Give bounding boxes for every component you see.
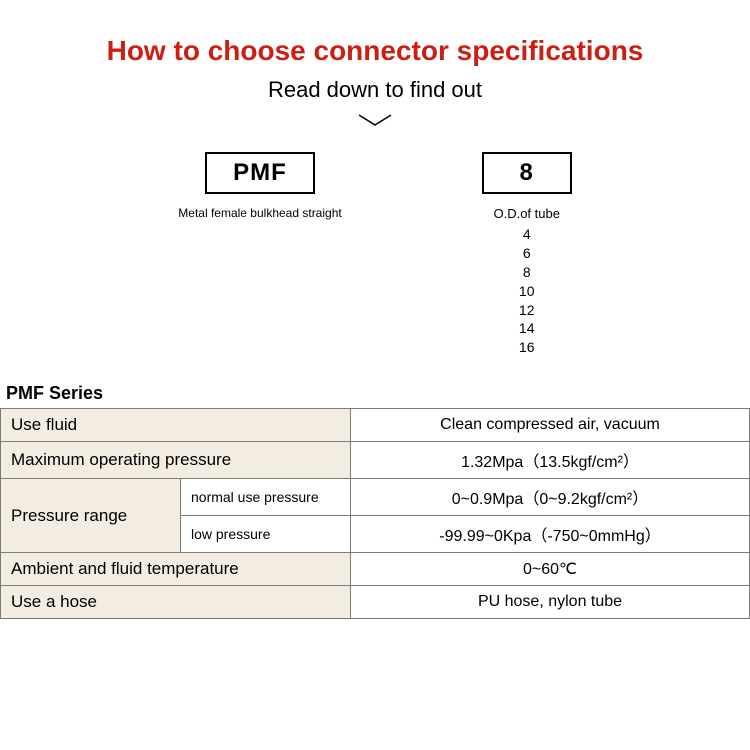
table-row: Maximum operating pressure 1.32Mpa（13.5k… bbox=[1, 442, 750, 479]
tube-size-item: 14 bbox=[519, 319, 535, 338]
value-low-pressure: -99.99~0Kpa（-750~0mmHg） bbox=[351, 516, 750, 553]
sublabel-low-pressure: low pressure bbox=[181, 516, 351, 553]
spec-table: Use fluid Clean compressed air, vacuum M… bbox=[0, 408, 750, 619]
label-max-pressure: Maximum operating pressure bbox=[1, 442, 351, 479]
tube-size-item: 10 bbox=[519, 282, 535, 301]
table-row: Pressure range normal use pressure 0~0.9… bbox=[1, 479, 750, 516]
label-pressure-range: Pressure range bbox=[1, 479, 181, 553]
tube-size-item: 8 bbox=[519, 263, 535, 282]
tube-size-item: 4 bbox=[519, 225, 535, 244]
value-temperature: 0~60℃ bbox=[351, 553, 750, 586]
table-row: Use fluid Clean compressed air, vacuum bbox=[1, 409, 750, 442]
tube-size-item: 12 bbox=[519, 301, 535, 320]
value-normal-pressure: 0~0.9Mpa（0~9.2kgf/cm²） bbox=[351, 479, 750, 516]
value-max-pressure: 1.32Mpa（13.5kgf/cm²） bbox=[351, 442, 750, 479]
page-title: How to choose connector specifications bbox=[0, 35, 750, 67]
code-caption-left: Metal female bulkhead straight bbox=[178, 206, 341, 220]
value-hose: PU hose, nylon tube bbox=[351, 586, 750, 619]
code-row: PMF Metal female bulkhead straight 8 O.D… bbox=[0, 152, 750, 357]
tube-size-item: 6 bbox=[519, 244, 535, 263]
chevron-wrap bbox=[0, 111, 750, 134]
sublabel-normal-pressure: normal use pressure bbox=[181, 479, 351, 516]
code-box-pmf: PMF bbox=[205, 152, 315, 194]
series-title: PMF Series bbox=[6, 383, 750, 404]
tube-size-list: 46810121416 bbox=[519, 225, 535, 357]
label-hose: Use a hose bbox=[1, 586, 351, 619]
table-row: Ambient and fluid temperature 0~60℃ bbox=[1, 553, 750, 586]
tube-size-item: 16 bbox=[519, 338, 535, 357]
page: How to choose connector specifications R… bbox=[0, 0, 750, 619]
value-use-fluid: Clean compressed air, vacuum bbox=[351, 409, 750, 442]
code-box-size: 8 bbox=[482, 152, 572, 194]
code-col-right: 8 O.D.of tube 46810121416 bbox=[482, 152, 572, 357]
code-caption-right: O.D.of tube bbox=[493, 206, 559, 221]
page-subtitle: Read down to find out bbox=[0, 77, 750, 103]
code-col-left: PMF Metal female bulkhead straight bbox=[178, 152, 341, 220]
label-temperature: Ambient and fluid temperature bbox=[1, 553, 351, 586]
table-row: Use a hose PU hose, nylon tube bbox=[1, 586, 750, 619]
chevron-down-icon bbox=[355, 111, 395, 134]
label-use-fluid: Use fluid bbox=[1, 409, 351, 442]
